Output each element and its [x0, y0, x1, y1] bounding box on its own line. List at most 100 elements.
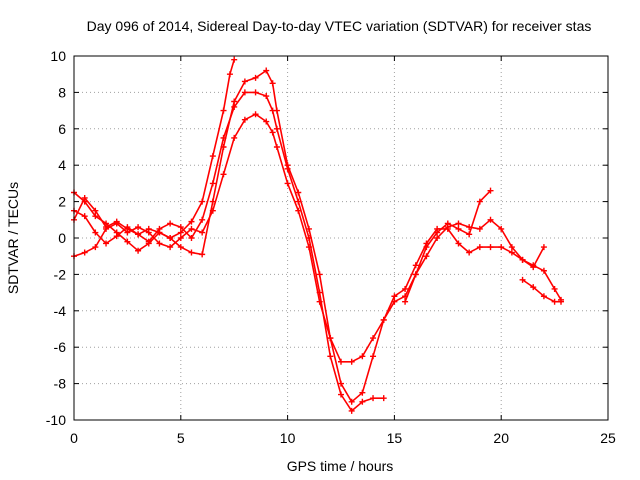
series-line	[73, 91, 562, 412]
data-point	[103, 225, 110, 232]
grid	[74, 56, 608, 420]
data-point	[269, 129, 276, 136]
data-point	[412, 262, 419, 269]
data-point	[124, 224, 131, 231]
data-point	[370, 335, 377, 342]
data-point	[487, 216, 494, 223]
data-point	[145, 238, 152, 245]
data-point	[188, 218, 195, 225]
y-tick-label: 10	[50, 48, 66, 64]
data-point	[316, 271, 323, 278]
data-point	[348, 407, 355, 414]
data-point	[188, 249, 195, 256]
data-point	[508, 244, 515, 251]
data-point	[81, 249, 88, 256]
data-point	[92, 207, 99, 214]
x-tick-label: 5	[177, 430, 185, 446]
data-point	[466, 231, 473, 238]
data-point	[370, 395, 377, 402]
x-tick-label: 25	[600, 430, 616, 446]
data-point	[231, 98, 238, 105]
data-point	[209, 207, 216, 214]
data-point	[199, 198, 206, 205]
data-point	[359, 398, 366, 405]
data-point	[103, 220, 110, 227]
data-point	[551, 285, 558, 292]
data-point	[476, 225, 483, 232]
data-point	[124, 229, 131, 236]
data-point	[269, 107, 276, 114]
data-point	[295, 207, 302, 214]
data-point	[226, 71, 233, 78]
data-point	[241, 116, 248, 123]
data-point	[135, 231, 142, 238]
data-point	[167, 244, 174, 251]
data-point	[263, 67, 270, 74]
data-point	[402, 285, 409, 292]
data-point	[220, 107, 227, 114]
y-tick-label: -4	[54, 303, 67, 319]
y-tick-label: 0	[58, 230, 66, 246]
data-point	[167, 220, 174, 227]
data-point	[177, 244, 184, 251]
data-point	[199, 229, 206, 236]
data-point	[476, 198, 483, 205]
data-point	[540, 244, 547, 251]
series-track-2	[71, 67, 565, 405]
data-point	[455, 220, 462, 227]
data-point	[145, 229, 152, 236]
y-tick-label: 6	[58, 121, 66, 137]
data-point	[241, 78, 248, 85]
data-point	[380, 395, 387, 402]
data-point	[455, 225, 462, 232]
data-point	[113, 220, 120, 227]
data-point	[284, 165, 291, 172]
data-point	[81, 198, 88, 205]
x-axis-label: GPS time / hours	[287, 458, 394, 474]
data-point	[455, 240, 462, 247]
data-point	[199, 216, 206, 223]
data-point	[113, 233, 120, 240]
data-point	[498, 244, 505, 251]
data-point	[135, 224, 142, 231]
data-point	[423, 240, 430, 247]
data-point	[305, 244, 312, 251]
data-point	[177, 235, 184, 241]
data-point	[231, 103, 238, 110]
data-point	[209, 180, 216, 187]
data-point	[316, 298, 323, 305]
data-point	[156, 240, 163, 247]
data-point	[391, 293, 398, 300]
data-point	[220, 171, 227, 178]
data-point	[476, 244, 483, 251]
x-tick-label: 20	[493, 430, 509, 446]
data-point	[423, 253, 430, 260]
data-point	[209, 153, 216, 160]
data-point	[231, 134, 238, 141]
plot-series	[71, 56, 565, 414]
data-point	[558, 298, 565, 305]
data-point	[252, 89, 259, 96]
x-tick-label: 15	[387, 430, 403, 446]
y-tick-label: 8	[58, 84, 66, 100]
data-point	[327, 335, 334, 342]
y-tick-label: -6	[54, 339, 67, 355]
series-line	[73, 113, 545, 363]
data-point	[338, 380, 344, 387]
data-point	[466, 249, 473, 256]
data-point	[434, 235, 441, 241]
data-point	[81, 213, 88, 220]
x-tick-label: 0	[70, 430, 78, 446]
data-point	[92, 213, 99, 220]
data-point	[519, 256, 526, 263]
data-point	[359, 353, 366, 360]
data-point	[530, 264, 537, 271]
data-point	[156, 225, 163, 232]
data-point	[135, 247, 142, 254]
axis-ticks: 0 5 10 15 20 25 -10 -8 -6 -4 -2 0 2 4 6 8 10	[46, 48, 616, 446]
data-point	[241, 89, 248, 96]
y-tick-label: 2	[58, 194, 66, 210]
data-point	[273, 125, 280, 132]
data-point	[370, 353, 377, 360]
